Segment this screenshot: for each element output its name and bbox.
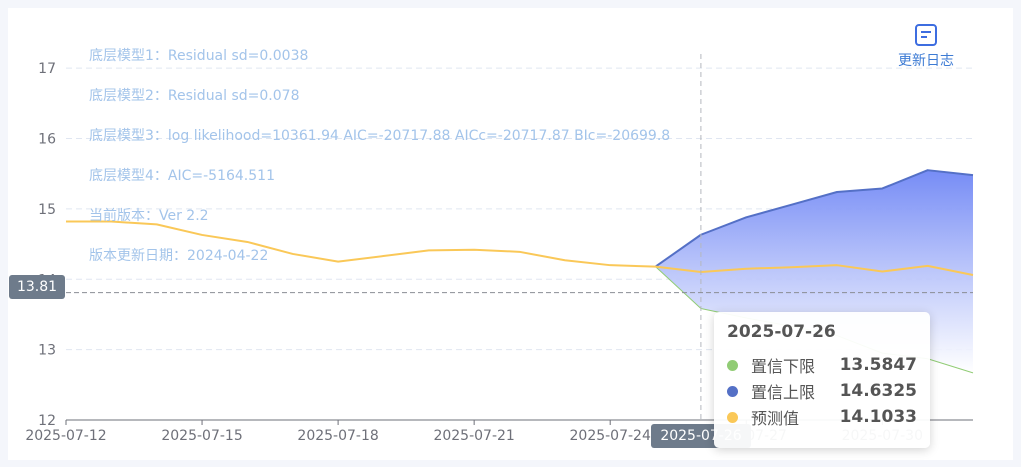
model-annotation: 底层模型2：Residual sd=0.078	[89, 88, 299, 104]
tooltip-date: 2025-07-26	[727, 322, 836, 342]
model-annotation: 底层模型3：log likelihood=10361.94 AIC=-20717…	[89, 128, 670, 144]
y-tick-label: 12	[38, 413, 56, 429]
document-list-icon	[915, 24, 937, 46]
legend-dot-lower	[727, 359, 738, 371]
y-tick-label: 17	[38, 61, 56, 77]
x-tick-label: 2025-07-12	[25, 428, 106, 444]
model-annotation: 版本更新日期：2024-04-22	[89, 248, 268, 264]
tooltip-row-lower: 置信下限 13.5847	[727, 352, 917, 378]
tooltip-series-value: 14.1033	[839, 407, 917, 427]
y-crosshair-label: 13.81	[9, 275, 65, 299]
tooltip-series-value: 14.6325	[839, 381, 917, 401]
tooltip-row-forecast: 预测值 14.1033	[727, 404, 917, 430]
series-line-forecast	[66, 220, 974, 277]
x-tick-label: 2025-07-18	[297, 428, 378, 444]
tooltip-series-name: 预测值	[751, 409, 800, 428]
series-line-upper	[654, 169, 974, 268]
tooltip-series-value: 13.5847	[839, 355, 917, 375]
x-tick-label: 2025-07-24	[570, 428, 651, 444]
tooltip: 2025-07-26 置信下限 13.5847 置信上限 14.6325 预测值…	[714, 312, 930, 448]
tooltip-series-name: 置信上限	[751, 383, 816, 402]
x-tick-label: 2025-07-21	[433, 428, 514, 444]
crosshair	[66, 54, 973, 420]
y-tick-label: 16	[38, 132, 56, 148]
x-tick-label: 2025-07-15	[161, 428, 242, 444]
changelog-label: 更新日志	[898, 53, 954, 69]
tooltip-row-upper: 置信上限 14.6325	[727, 378, 917, 404]
legend-dot-upper	[727, 385, 738, 397]
model-annotation: 底层模型4：AIC=-5164.511	[89, 168, 275, 184]
model-annotation: 底层模型1：Residual sd=0.0038	[89, 48, 308, 64]
model-annotations: 底层模型1：Residual sd=0.0038 底层模型2：Residual s…	[89, 48, 670, 264]
y-tick-label: 13	[38, 343, 56, 359]
legend-dot-forecast	[727, 411, 738, 423]
model-annotation: 当前版本：Ver 2.2	[89, 207, 209, 224]
tooltip-series-name: 置信下限	[751, 357, 816, 376]
changelog-button[interactable]: 更新日志	[893, 24, 959, 70]
y-tick-label: 15	[38, 202, 56, 218]
